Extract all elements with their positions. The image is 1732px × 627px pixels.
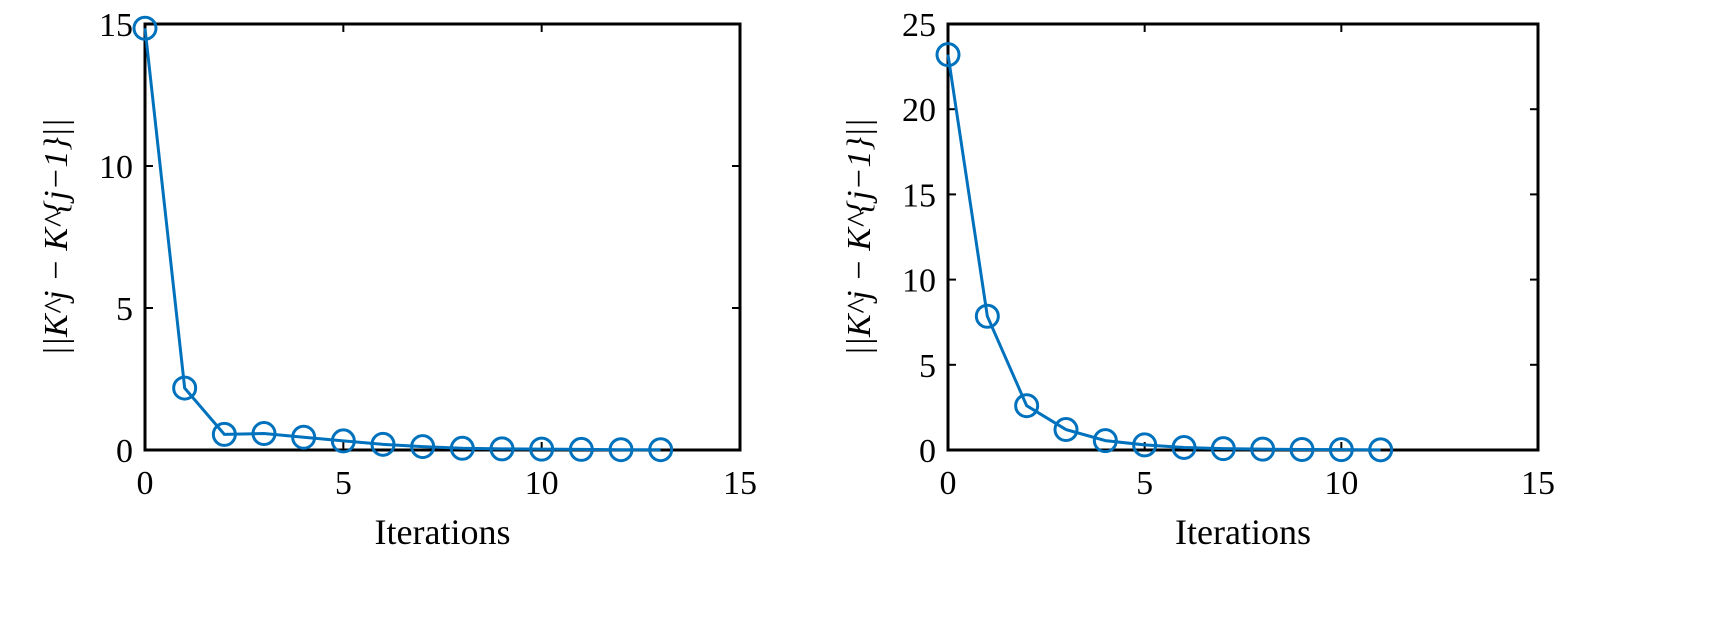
data-point — [251, 421, 277, 447]
data-point — [132, 15, 158, 41]
y-tick-label: 15 — [902, 177, 936, 214]
data-point — [974, 303, 1000, 329]
y-tick-label: 10 — [902, 263, 936, 300]
data-point — [648, 437, 674, 463]
x-tick-label: 0 — [940, 465, 957, 502]
series-line — [946, 54, 1381, 452]
data-point — [1132, 432, 1158, 458]
data-point — [449, 435, 475, 461]
data-point — [1250, 436, 1276, 462]
y-axis-label: ||K^j − K^{j−1}|| — [841, 118, 878, 355]
data-point — [1210, 436, 1236, 462]
data-point — [330, 428, 356, 454]
data-point — [211, 421, 237, 447]
data-point — [608, 437, 634, 463]
y-tick-label: 0 — [919, 433, 936, 470]
x-tick-label: 5 — [335, 465, 352, 502]
data-point — [1014, 393, 1040, 419]
data-point — [370, 431, 396, 457]
chart-1: 0 5 10 15 0 5 10 15 Iterations ||K^j − K^{j−1}|| — [38, 7, 757, 552]
data-point — [1328, 437, 1354, 463]
data-point — [1171, 434, 1197, 460]
x-axis-label: Iterations — [1175, 512, 1311, 552]
data-point — [529, 436, 555, 462]
series-line — [143, 28, 661, 452]
data-point — [410, 434, 436, 460]
x-tick-label: 15 — [1521, 465, 1555, 502]
y-axis-label: ||K^j − K^{j−1}|| — [38, 118, 75, 355]
x-axis-label: Iterations — [375, 512, 511, 552]
x-tick-label: 10 — [1324, 465, 1358, 502]
data-point — [172, 375, 198, 401]
data-point — [568, 436, 594, 462]
y-tick-label: 10 — [99, 149, 133, 186]
x-tick-label: 10 — [525, 465, 559, 502]
x-tick-label: 5 — [1136, 465, 1153, 502]
axes-box — [946, 22, 1540, 452]
y-tick-label: 20 — [902, 92, 936, 129]
data-point — [489, 436, 515, 462]
y-tick-label: 5 — [116, 291, 133, 328]
data-point — [935, 42, 961, 68]
y-tick-label: 25 — [902, 7, 936, 44]
y-tick-label: 0 — [116, 433, 133, 470]
y-tick-label: 15 — [99, 7, 133, 44]
data-point — [1289, 436, 1315, 462]
axes-box — [143, 22, 742, 452]
data-point — [291, 424, 317, 450]
data-point — [1053, 417, 1079, 443]
x-tick-label: 15 — [723, 465, 757, 502]
data-point — [1092, 428, 1118, 454]
data-point — [1368, 437, 1394, 463]
chart-2: 0 5 10 15 0 5 10 15 20 25 Iterations ||K^j − K^{j−1… — [841, 7, 1555, 552]
y-tick-label: 5 — [919, 348, 936, 385]
x-tick-label: 0 — [137, 465, 154, 502]
